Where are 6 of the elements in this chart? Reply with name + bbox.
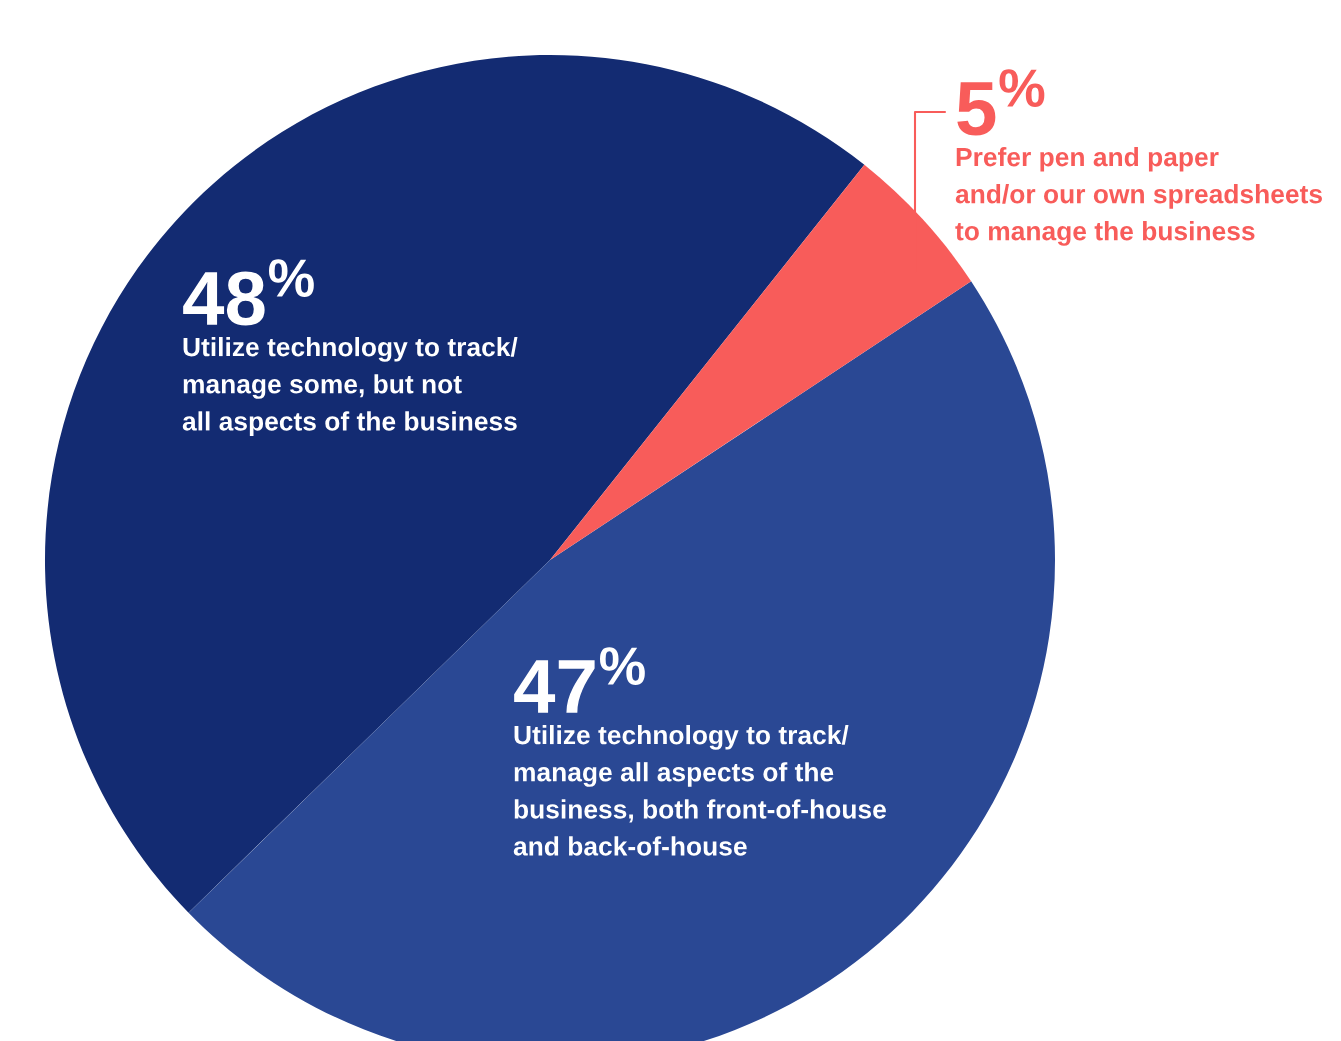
data-label: 5$^{%}$ <box>957 69 1045 136</box>
data-label: 48$^{%}$ <box>183 259 314 326</box>
data-label: 47$^{%}$ <box>514 647 645 713</box>
slice-label: Utilize technology to track/ manage some, but not all aspects of the business <box>182 337 518 436</box>
slice-label: Prefer pen and paper and/or our own spreadsheets to manage the business <box>955 147 1322 246</box>
slice-label: Utilize technology to track/ manage all aspects of the business, both front-of-house and back-of-house <box>513 725 886 856</box>
